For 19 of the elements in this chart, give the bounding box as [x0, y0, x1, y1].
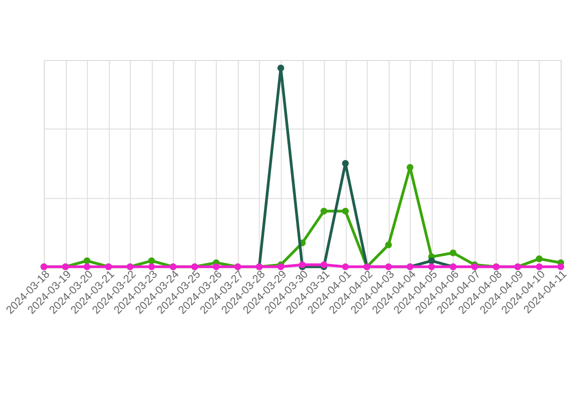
- point: [148, 257, 155, 264]
- point: [428, 257, 435, 264]
- point: [277, 64, 284, 72]
- point: [428, 263, 435, 270]
- point: [406, 164, 414, 171]
- point: [536, 255, 543, 262]
- point: [342, 160, 349, 167]
- point: [342, 208, 349, 214]
- point: [148, 263, 155, 270]
- point: [84, 257, 90, 264]
- point: [385, 242, 392, 248]
- point: [450, 249, 456, 256]
- point: [212, 263, 220, 270]
- point: [320, 208, 328, 214]
- point: [342, 263, 349, 270]
- point: [557, 263, 564, 270]
- point: [385, 263, 392, 270]
- point: [536, 263, 543, 270]
- point: [84, 263, 90, 270]
